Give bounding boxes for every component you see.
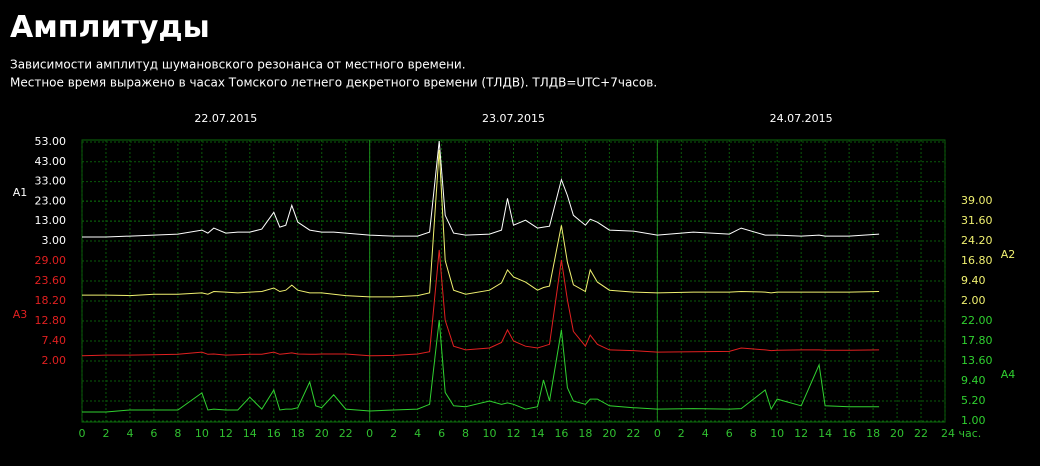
x-tick-label: 0	[654, 427, 661, 440]
x-tick-label: 10	[483, 427, 497, 440]
legend-label: A2	[1001, 248, 1016, 261]
x-tick-label: 6	[726, 427, 733, 440]
x-tick-label: 0	[366, 427, 373, 440]
y-tick-label: 23.00	[35, 194, 67, 207]
y-tick-label: 7.40	[42, 334, 67, 347]
y-tick-label: 13.60	[961, 354, 993, 367]
x-tick-label: 2	[678, 427, 685, 440]
x-tick-label: 12	[794, 427, 808, 440]
x-tick-label: 14	[530, 427, 544, 440]
y-tick-label: 9.40	[961, 374, 986, 387]
y-tick-label: 2.00	[42, 354, 67, 367]
x-tick-label: 4	[702, 427, 709, 440]
x-tick-label: 4	[414, 427, 421, 440]
x-tick-label: 10	[195, 427, 209, 440]
x-tick-label: 2	[102, 427, 109, 440]
y-tick-label: 18.20	[35, 294, 67, 307]
y-tick-label: 9.40	[961, 274, 986, 287]
y-tick-label: 23.60	[35, 274, 67, 287]
series-line	[82, 319, 880, 413]
x-tick-label: 8	[174, 427, 181, 440]
y-tick-label: 53.00	[35, 135, 67, 148]
x-tick-label: 22	[339, 427, 353, 440]
legend-label: A1	[13, 186, 28, 199]
chart-title: Амплитуды	[10, 10, 210, 45]
date-label: 23.07.2015	[482, 112, 545, 125]
x-tick-label: 16	[554, 427, 568, 440]
y-tick-label: 5.20	[961, 394, 986, 407]
y-tick-label: 2.00	[961, 294, 986, 307]
series-line	[82, 149, 880, 298]
subtitle: Зависимости амплитуд шумановского резона…	[10, 58, 466, 72]
x-tick-label: 22	[626, 427, 640, 440]
x-tick-label: 12	[507, 427, 521, 440]
x-tick-label: 14	[818, 427, 832, 440]
legend-label: A3	[13, 308, 28, 321]
y-tick-label: 43.00	[35, 155, 67, 168]
x-tick-label: 6	[438, 427, 445, 440]
date-label: 24.07.2015	[770, 112, 833, 125]
x-tick-label: 4	[126, 427, 133, 440]
y-tick-label: 31.60	[961, 214, 993, 227]
x-tick-label: 6	[150, 427, 157, 440]
x-tick-label: 12	[219, 427, 233, 440]
y-tick-label: 17.80	[961, 334, 993, 347]
subtitle: Местное время выражено в часах Томского …	[10, 76, 657, 90]
y-tick-label: 13.00	[35, 214, 67, 227]
legend-label: A4	[1001, 368, 1016, 381]
x-tick-label: 8	[750, 427, 757, 440]
y-tick-label: 1.00	[961, 414, 986, 427]
x-tick-label: 20	[890, 427, 904, 440]
x-tick-label: 8	[462, 427, 469, 440]
plot-lines	[82, 140, 880, 413]
x-tick-label: 18	[866, 427, 880, 440]
x-tick-label: 22	[914, 427, 928, 440]
y-tick-label: 16.80	[961, 254, 993, 267]
y-tick-label: 33.00	[35, 175, 67, 188]
x-tick-label: 16	[842, 427, 856, 440]
x-tick-label: 18	[291, 427, 305, 440]
series-line	[82, 249, 880, 357]
y-tick-label: 3.00	[42, 234, 67, 247]
x-tick-label: 24 час.	[941, 427, 981, 440]
series-line	[82, 140, 880, 238]
y-tick-label: 12.80	[35, 314, 67, 327]
x-tick-label: 20	[602, 427, 616, 440]
x-tick-label: 10	[770, 427, 784, 440]
x-tick-label: 18	[578, 427, 592, 440]
y-tick-label: 29.00	[35, 254, 67, 267]
y-tick-label: 39.00	[961, 194, 993, 207]
x-tick-label: 0	[79, 427, 86, 440]
date-label: 22.07.2015	[194, 112, 257, 125]
x-tick-label: 20	[315, 427, 329, 440]
x-tick-label: 16	[267, 427, 281, 440]
y-tick-label: 22.00	[961, 314, 993, 327]
y-tick-label: 24.20	[961, 234, 993, 247]
x-tick-label: 2	[390, 427, 397, 440]
x-tick-label: 14	[243, 427, 257, 440]
